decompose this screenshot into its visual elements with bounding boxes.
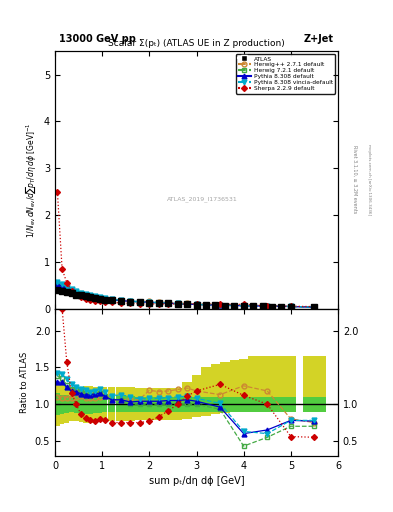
Text: 13000 GeV pp: 13000 GeV pp (59, 33, 136, 44)
Title: Scalar Σ(pₜ) (ATLAS UE in Z production): Scalar Σ(pₜ) (ATLAS UE in Z production) (108, 38, 285, 48)
X-axis label: sum pₜ/dη dϕ [GeV]: sum pₜ/dη dϕ [GeV] (149, 476, 244, 486)
Text: Rivet 3.1.10, ≥ 3.2M events: Rivet 3.1.10, ≥ 3.2M events (352, 145, 357, 214)
Y-axis label: Ratio to ATLAS: Ratio to ATLAS (20, 352, 29, 413)
Text: mcplots.cern.ch [arXiv:1306.3436]: mcplots.cern.ch [arXiv:1306.3436] (367, 144, 371, 215)
Text: ATLAS_2019_I1736531: ATLAS_2019_I1736531 (167, 197, 237, 202)
Y-axis label: $1/N_{\rm ev}\,dN_{\rm ev}/d\!\sum\!p_T/d\eta\,d\phi$ [GeV]$^{-1}$: $1/N_{\rm ev}\,dN_{\rm ev}/d\!\sum\!p_T/… (24, 122, 39, 238)
Text: Z+Jet: Z+Jet (304, 33, 334, 44)
Legend: ATLAS, Herwig++ 2.7.1 default, Herwig 7.2.1 default, Pythia 8.308 default, Pythi: ATLAS, Herwig++ 2.7.1 default, Herwig 7.… (235, 54, 335, 94)
